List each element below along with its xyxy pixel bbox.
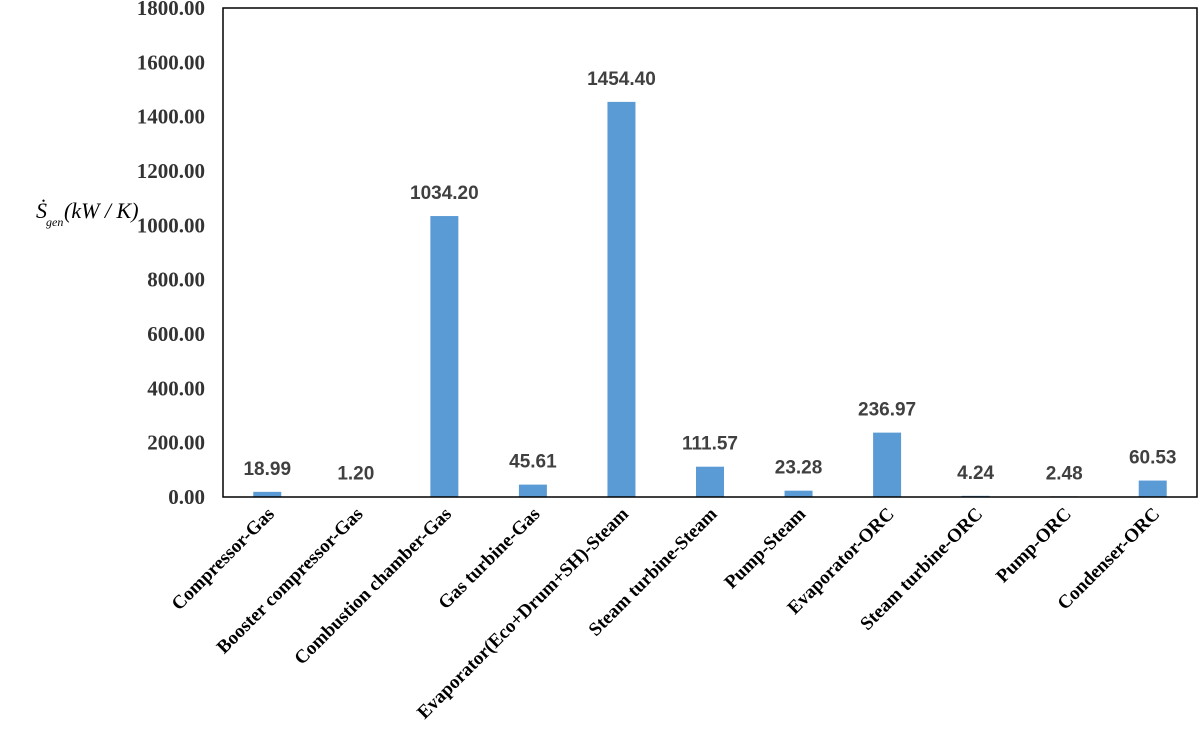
y-tick-label: 800.00	[147, 268, 205, 292]
data-label: 60.53	[1129, 448, 1177, 469]
y-axis-label-subscript: gen	[46, 215, 63, 229]
x-category-label: Pump-ORC	[992, 504, 1076, 588]
bar	[518, 484, 547, 497]
y-tick-label: 1200.00	[137, 159, 205, 183]
bar	[784, 490, 813, 497]
x-category-label: Combustion chamber-Gas	[290, 504, 456, 670]
y-tick-label: 1600.00	[137, 50, 205, 74]
data-label: 1454.40	[587, 69, 656, 90]
y-axis-label-units: (kW / K)	[64, 198, 139, 223]
y-tick-label: 1400.00	[137, 105, 205, 129]
x-category-label: Pump-Steam	[721, 504, 811, 594]
bar	[253, 491, 282, 497]
data-label: 2.48	[1046, 463, 1083, 484]
bar	[607, 101, 636, 497]
data-label: 4.24	[957, 463, 994, 484]
y-tick-label: 0.00	[168, 485, 205, 509]
y-tick-label: 1000.00	[137, 213, 205, 237]
bars	[253, 101, 1167, 498]
bar	[696, 466, 724, 497]
data-label: 111.57	[682, 434, 738, 455]
y-axis-ticks: 0.00 200.00 400.00 600.00 800.00 1000.00 1200.…	[137, 0, 205, 509]
y-axis-label: Ṡ gen (kW / K)	[36, 198, 139, 229]
data-label: 45.61	[509, 452, 557, 473]
bar	[873, 432, 902, 497]
data-label: 18.99	[243, 459, 291, 480]
data-label: 1034.20	[410, 183, 479, 204]
data-label: 23.28	[775, 458, 823, 479]
plot-area-border	[222, 7, 1198, 498]
x-category-label: Booster compressor-Gas	[213, 504, 368, 659]
bar	[430, 216, 459, 497]
y-tick-label: 1800.00	[137, 0, 205, 20]
bar	[1138, 480, 1167, 497]
y-axis-label-symbol: Ṡ	[36, 198, 47, 223]
y-tick-label: 200.00	[147, 431, 205, 455]
y-tick-label: 600.00	[147, 322, 205, 346]
y-tick-label: 400.00	[147, 376, 205, 400]
data-labels: 18.99 1.20 1034.20 45.61 1454.40 111.57 23.28 2…	[243, 69, 1176, 485]
data-label: 236.97	[858, 400, 916, 421]
data-label: 1.20	[337, 464, 374, 485]
